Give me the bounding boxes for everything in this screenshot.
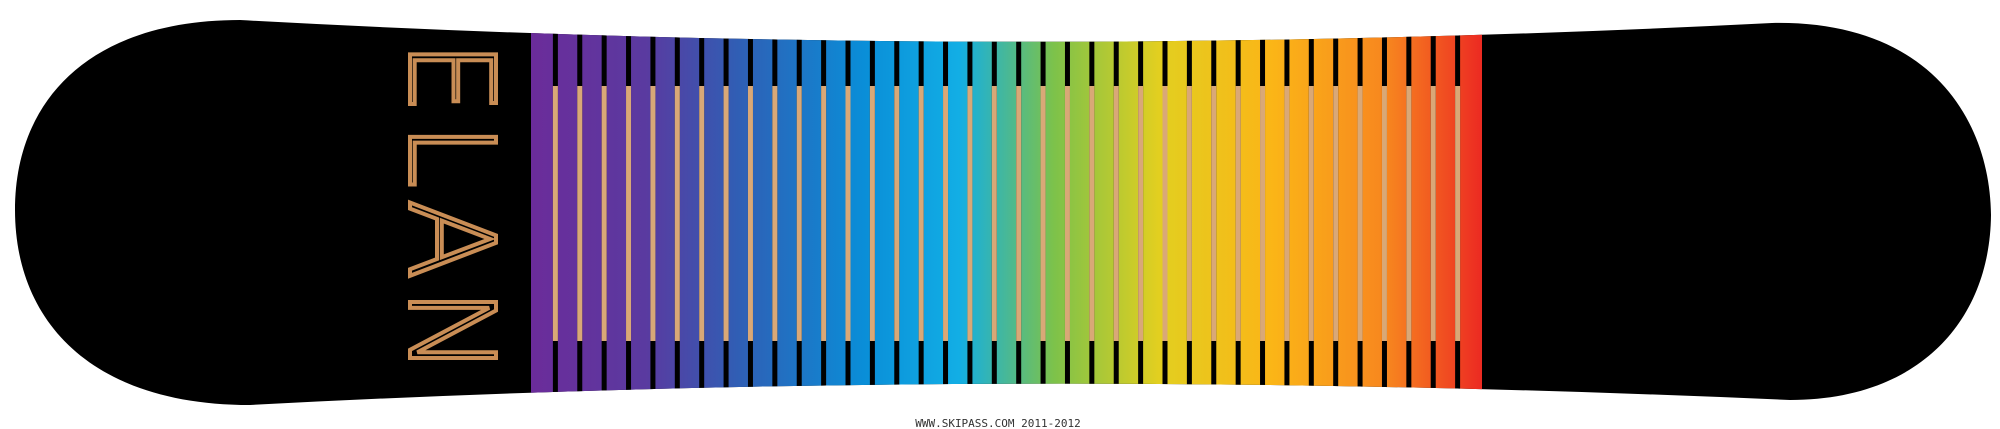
wood-stripe (1186, 86, 1192, 341)
wood-stripe (991, 86, 997, 341)
wood-stripe (1138, 86, 1144, 341)
logo: ELAN (382, 40, 520, 384)
wood-stripe (1260, 86, 1266, 341)
wood-stripe (1211, 86, 1217, 341)
wood-stripe (772, 86, 778, 341)
wood-stripe (626, 86, 632, 341)
wood-stripe (821, 86, 827, 341)
wood-stripe (1162, 86, 1168, 341)
wood-stripe (650, 86, 656, 341)
stripes (552, 20, 1461, 405)
wood-stripe (747, 86, 753, 341)
wood-stripe (1016, 86, 1022, 341)
wood-stripe (1406, 86, 1412, 341)
footer-text: WWW.SKIPASS.COM 2011-2012 (915, 417, 1081, 429)
wood-stripe (1357, 86, 1363, 341)
wood-stripe (1284, 86, 1290, 341)
wood-stripe (699, 86, 705, 341)
wood-stripe (845, 86, 851, 341)
wood-stripe (967, 86, 973, 341)
wood-stripe (601, 86, 607, 341)
wood-stripe (1113, 86, 1119, 341)
wood-stripe (1455, 86, 1461, 341)
wood-stripe (943, 86, 949, 341)
wood-stripe (1381, 86, 1387, 341)
wood-stripe (1235, 86, 1241, 341)
wood-stripe (1333, 86, 1339, 341)
wood-stripe (894, 86, 900, 341)
wood-stripe (1040, 86, 1046, 341)
wood-stripe (723, 86, 729, 341)
wood-stripe (1089, 86, 1095, 341)
wood-stripe (1308, 86, 1314, 341)
rainbow-band (531, 20, 1482, 405)
wood-stripe (796, 86, 802, 341)
wood-stripe (918, 86, 924, 341)
wood-stripe (869, 86, 875, 341)
wood-stripe (1064, 86, 1070, 341)
wood-stripe (552, 86, 558, 341)
wood-stripe (577, 86, 583, 341)
wood-stripe (1430, 86, 1436, 341)
wood-stripe (674, 86, 680, 341)
